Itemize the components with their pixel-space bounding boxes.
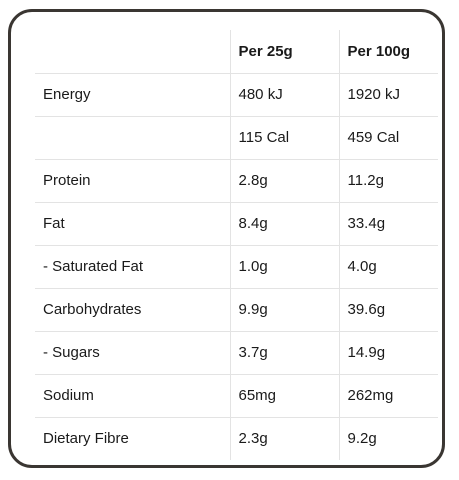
value-per-100g: 4.0g bbox=[338, 245, 438, 289]
table-row: Energy 480 kJ 1920 kJ bbox=[35, 73, 438, 117]
nutrient-label: Carbohydrates bbox=[35, 288, 230, 332]
value-per-25g: 9.9g bbox=[229, 288, 339, 332]
value-per-100g: 9.2g bbox=[338, 417, 438, 460]
value-per-25g: 3.7g bbox=[229, 331, 339, 375]
value-per-100g: 14.9g bbox=[338, 331, 438, 375]
nutrient-label: - Saturated Fat bbox=[35, 245, 230, 289]
header-blank bbox=[35, 30, 230, 74]
value-per-100g: 39.6g bbox=[338, 288, 438, 332]
nutrition-panel: Per 25g Per 100g Energy 480 kJ 1920 kJ 1… bbox=[8, 9, 445, 468]
value-per-25g: 1.0g bbox=[229, 245, 339, 289]
value-per-100g: 459 Cal bbox=[338, 116, 438, 160]
table-row: 115 Cal 459 Cal bbox=[35, 116, 438, 160]
nutrient-label: Protein bbox=[35, 159, 230, 203]
table-row: Fat 8.4g 33.4g bbox=[35, 202, 438, 246]
value-per-25g: 480 kJ bbox=[229, 73, 339, 117]
table-header-row: Per 25g Per 100g bbox=[35, 30, 438, 74]
nutrient-label bbox=[35, 116, 230, 160]
value-per-100g: 1920 kJ bbox=[338, 73, 438, 117]
value-per-25g: 115 Cal bbox=[229, 116, 339, 160]
value-per-25g: 2.8g bbox=[229, 159, 339, 203]
value-per-100g: 11.2g bbox=[338, 159, 438, 203]
nutrient-label: Fat bbox=[35, 202, 230, 246]
value-per-100g: 33.4g bbox=[338, 202, 438, 246]
table-row: Dietary Fibre 2.3g 9.2g bbox=[35, 417, 438, 460]
nutrition-table: Per 25g Per 100g Energy 480 kJ 1920 kJ 1… bbox=[35, 30, 438, 460]
header-per-100g: Per 100g bbox=[338, 30, 438, 74]
nutrient-label: Dietary Fibre bbox=[43, 430, 129, 448]
value-per-25g: 65mg bbox=[229, 374, 339, 418]
nutrient-label: Energy bbox=[35, 73, 230, 117]
table-row: Carbohydrates 9.9g 39.6g bbox=[35, 288, 438, 332]
table-row: Protein 2.8g 11.2g bbox=[35, 159, 438, 203]
nutrient-label: - Sugars bbox=[35, 331, 230, 375]
header-per-25g: Per 25g bbox=[229, 30, 339, 74]
value-per-25g: 2.3g bbox=[229, 417, 339, 460]
value-per-100g: 262mg bbox=[338, 374, 438, 418]
table-row: - Saturated Fat 1.0g 4.0g bbox=[35, 245, 438, 289]
table-row: Sodium 65mg 262mg bbox=[35, 374, 438, 418]
table-row: - Sugars 3.7g 14.9g bbox=[35, 331, 438, 375]
value-per-25g: 8.4g bbox=[229, 202, 339, 246]
nutrient-label: Sodium bbox=[35, 374, 230, 418]
